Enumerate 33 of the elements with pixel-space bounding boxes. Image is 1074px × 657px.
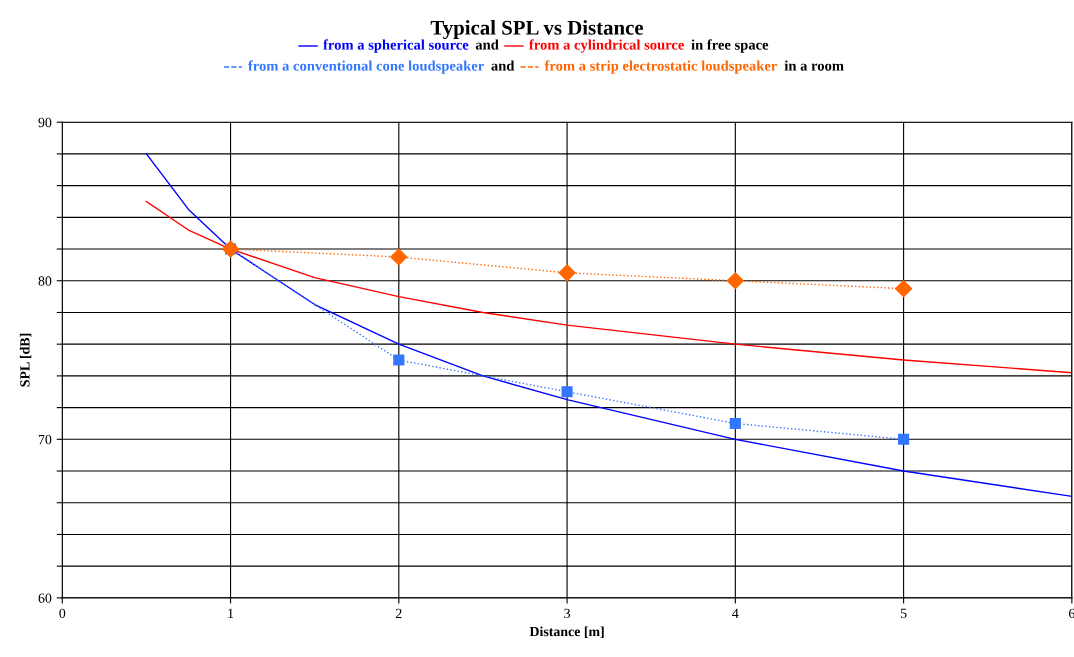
point: [726, 272, 744, 290]
point: [561, 386, 573, 398]
y-axis-title: SPL [dB]: [19, 333, 32, 387]
y-tick-label: 70: [38, 434, 52, 445]
text: and: [491, 60, 515, 71]
legend-label: from a cylindrical source: [529, 39, 684, 53]
x-tick-label: 0: [59, 608, 66, 619]
text: in a room: [784, 60, 844, 71]
text: and: [475, 39, 499, 50]
point: [393, 354, 405, 366]
x-tick-label: 3: [564, 608, 570, 619]
line-series: [145, 153, 1072, 498]
x-tick-label: 5: [900, 608, 907, 619]
point: [221, 240, 240, 258]
y-tick-label: 60: [38, 593, 52, 603]
point: [729, 417, 741, 430]
line-series: [145, 200, 1072, 374]
text: in free space: [691, 39, 769, 53]
point: [895, 280, 913, 298]
chart-title: Typical SPL vs Distance: [430, 20, 644, 40]
x-tick-label: 4: [732, 608, 739, 618]
legend-label: from a conventional cone loudspeaker: [248, 60, 484, 74]
x-tick-label: 6: [1068, 608, 1074, 619]
legend-label: from a spherical source: [323, 39, 469, 53]
x-tick-label: 1: [228, 608, 234, 618]
point: [898, 433, 910, 445]
y-tick-label: 90: [38, 117, 52, 128]
y-tick-label: 80: [38, 276, 52, 286]
x-tick-label: 2: [395, 608, 402, 618]
point: [390, 248, 408, 266]
x-axis-title: Distance [m]: [529, 626, 604, 638]
legend-label: from a strip electrostatic loudspeaker: [544, 60, 778, 74]
point: [558, 264, 576, 282]
